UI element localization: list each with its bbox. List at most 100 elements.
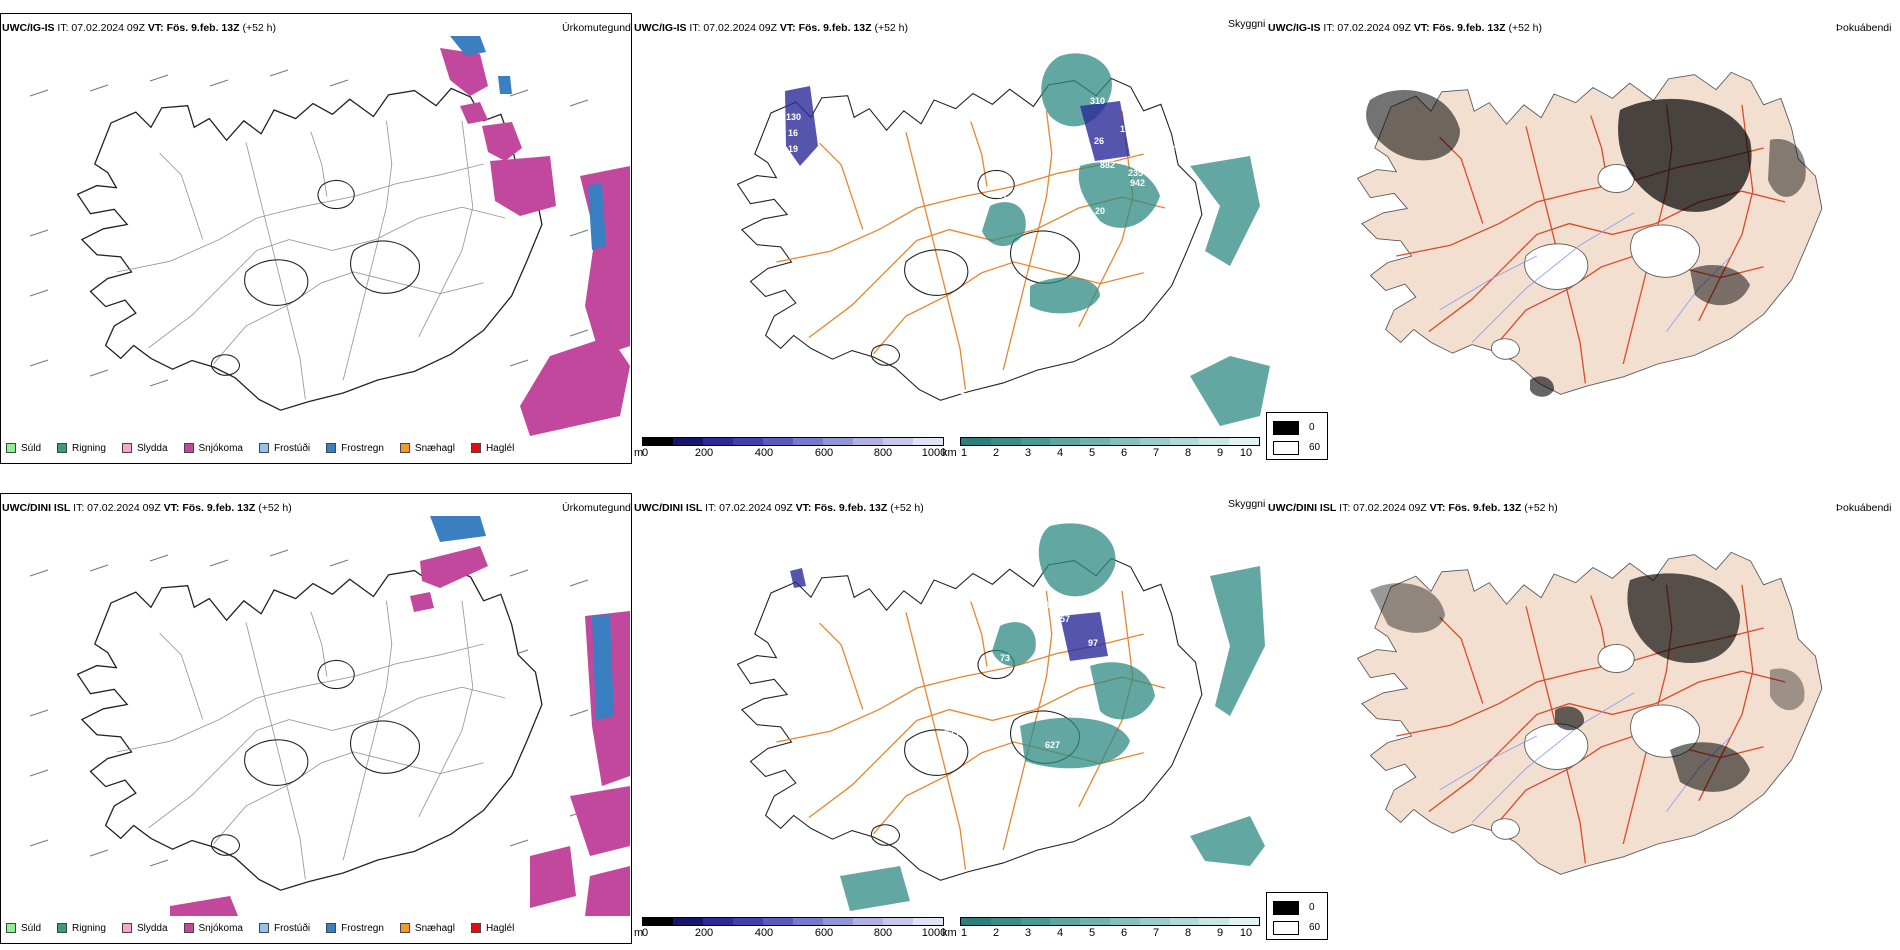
legend-swatch-drizzle (6, 923, 16, 933)
valid-time: VT: Fös. 9.feb. 13Z (779, 22, 872, 34)
precip-panel-title-row1: Úrkomutegund (562, 22, 631, 34)
tick-label: 2 (992, 447, 1000, 459)
valid-time: VT: Fös. 9.feb. 13Z (147, 22, 240, 34)
fog-panel-title-row1: Þokuábendi (1836, 22, 1892, 34)
visibility-ticks-row2: 1 2 3 4 5 6 7 8 9 10 (960, 927, 1260, 941)
tick-label: 4 (1056, 447, 1064, 459)
precip-type-map-row1 (29, 36, 630, 436)
legend-swatch-freezing-rain (326, 923, 337, 933)
lead-time: (+52 h) (874, 22, 909, 34)
legend-item: Slydda (121, 922, 168, 934)
wind-barbs (29, 69, 589, 387)
fog-key-low-swatch (1273, 921, 1299, 935)
valid-time: VT: Fös. 9.feb. 13Z (795, 502, 888, 514)
visibility-colorbar-row1 (960, 437, 1260, 446)
lead-time: (+52 h) (890, 502, 924, 514)
legend-label: Snæhagl (414, 442, 455, 454)
legend-swatch-freezing-drizzle (258, 443, 269, 453)
legend-label: Rigning (72, 922, 106, 934)
legend-swatch-snow-pellets (399, 443, 410, 453)
legend-label: Slydda (136, 922, 168, 934)
visibility-colorbar-row2 (960, 917, 1260, 926)
wind-barbs (29, 549, 589, 867)
legend-swatch-hail (470, 923, 481, 933)
tick-label: 3 (1024, 447, 1032, 459)
cloud-value-label: 20 (1095, 206, 1105, 216)
freezing-rain-areas (430, 516, 614, 720)
cloud-value-label: 882 (1100, 160, 1115, 170)
legend-label: Súld (21, 442, 42, 454)
legend-item: Snjókoma (183, 922, 243, 934)
tick-label: 7 (1152, 927, 1160, 939)
cloud-value-label: 223 (944, 728, 959, 738)
cloud-panel-header-row2: UWC/DINI ISL IT: 07.02.2024 09Z VT: Fös.… (634, 502, 924, 515)
fog-key-high-label: 0 (1309, 422, 1315, 433)
tick-label: 800 (873, 447, 893, 459)
legend-swatch-rain (57, 923, 68, 933)
init-time: IT: 07.02.2024 09Z (57, 22, 145, 34)
tick-label: 400 (754, 447, 774, 459)
tick-label: 6 (1120, 447, 1128, 459)
legend-label: Haglél (485, 922, 515, 934)
tick-label: 5 (1088, 447, 1096, 459)
model-name: UWC/DINI ISL (2, 502, 71, 514)
legend-item: Frostregn (326, 443, 384, 454)
fog-key-high-swatch (1273, 901, 1299, 915)
legend-swatch-snow-pellets (399, 923, 410, 933)
tick-label: 1 (960, 447, 968, 459)
fog-key-low-swatch (1273, 441, 1299, 455)
cloud-panel-title-row1: Skyggni (1228, 18, 1266, 30)
lead-time: (+52 h) (258, 502, 292, 514)
legend-label: Snjókoma (198, 922, 243, 934)
legend-swatch-hail (470, 443, 481, 453)
fog-index-map-row2 (1356, 551, 1823, 875)
legend-label: Slydda (136, 442, 168, 454)
legend-item: Súld (6, 443, 41, 454)
legend-label: Súld (21, 922, 42, 934)
tick-label: 4 (1056, 927, 1064, 939)
tick-label: 2 (992, 927, 1000, 939)
legend-label: Frostúði (273, 922, 311, 934)
legend-item: Frostregn (326, 923, 384, 934)
fog-shading (1370, 573, 1805, 792)
cloud-value-label: 30 (1160, 190, 1170, 200)
fog-key-low-label: 60 (1309, 922, 1321, 933)
cloudbase-unit-row2: m (634, 927, 644, 939)
model-name: UWC/DINI ISL (1268, 502, 1337, 514)
valid-time: VT: Fös. 9.feb. 13Z (1429, 502, 1522, 514)
init-time: IT: 07.02.2024 09Z (689, 22, 777, 34)
legend-item: Slydda (121, 442, 168, 454)
freezing-rain-areas (450, 36, 606, 250)
tick-label: 9 (1216, 927, 1224, 939)
cloudbase-colorbar-row1 (642, 437, 944, 446)
cloud-value-label: 235 (1128, 168, 1143, 178)
legend-label: Rigning (72, 442, 106, 454)
legend-item: Frostúði (258, 922, 311, 934)
tick-label: 200 (694, 927, 714, 939)
tick-label: 9 (1216, 447, 1224, 459)
cloud-value-label: 957 (1055, 614, 1070, 624)
valid-time: VT: Fös. 9.feb. 13Z (1413, 22, 1506, 34)
legend-item: Snæhagl (399, 442, 455, 454)
tick-label: 1000 (921, 927, 947, 939)
legend-item: Snjókoma (183, 443, 243, 454)
tick-label: 600 (814, 927, 834, 939)
tick-label: 0 (641, 927, 649, 939)
fog-key-high-swatch (1273, 421, 1299, 435)
fog-panel-title-row2: Þokuábendi (1836, 502, 1892, 514)
precip-legend-row2: Súld Rigning Slydda Snjókoma Frostúði Fr… (6, 920, 530, 936)
low-cloud-areas (785, 86, 1130, 166)
lead-time: (+52 h) (242, 22, 277, 34)
cloud-panel-header-row1: UWC/IG-IS IT: 07.02.2024 09Z VT: Fös. 9.… (634, 22, 908, 35)
precip-panel-header-row2: UWC/DINI ISL IT: 07.02.2024 09Z VT: Fös.… (2, 502, 292, 515)
cloudbase-colorbar-row2 (642, 917, 944, 926)
legend-item: Rigning (57, 923, 106, 934)
cloudbase-unit-row1: m (634, 447, 644, 459)
tick-label: 200 (694, 447, 714, 459)
cloudbase-ticks-row1: 0 200 400 600 800 1000 (642, 447, 946, 461)
legend-swatch-sleet (121, 923, 132, 933)
lead-time: (+52 h) (1508, 22, 1543, 34)
cloud-value-label: 850 (1040, 600, 1055, 610)
fog-panel-header-row2: UWC/DINI ISL IT: 07.02.2024 09Z VT: Fös.… (1268, 502, 1558, 515)
cloud-value-label: 942 (1130, 178, 1145, 188)
